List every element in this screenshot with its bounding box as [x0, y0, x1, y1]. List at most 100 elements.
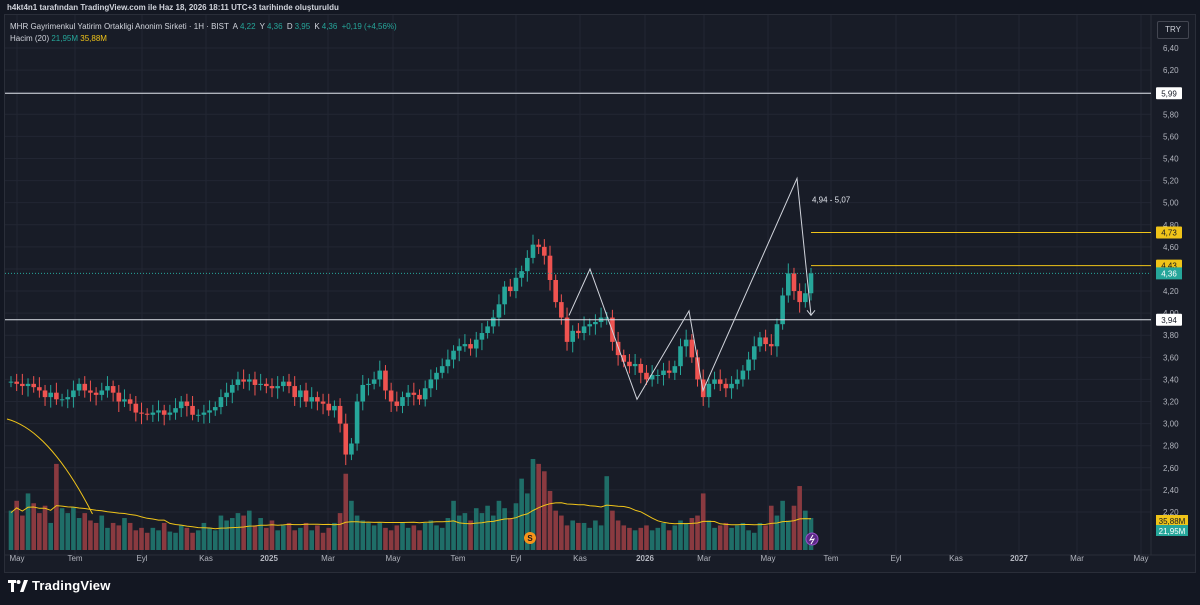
- candle-body: [201, 412, 207, 415]
- candle-body: [88, 390, 93, 393]
- candle-body: [615, 341, 621, 356]
- chart-panel[interactable]: 6,406,206,005,805,605,405,205,004,804,60…: [4, 14, 1196, 573]
- candle-body: [485, 326, 490, 334]
- price-tick-label: 2,80: [1163, 442, 1179, 451]
- candle-body: [8, 381, 14, 383]
- volume-bar: [490, 515, 496, 550]
- candle-body: [269, 386, 275, 389]
- volume-bar: [264, 527, 269, 550]
- candle-body: [246, 379, 252, 382]
- chart-svg[interactable]: 6,406,206,005,805,605,405,205,004,804,60…: [5, 15, 1195, 572]
- volume-bar: [394, 525, 400, 550]
- volume-bar: [315, 525, 320, 550]
- volume-bar: [610, 510, 615, 550]
- volume-bar: [723, 522, 729, 550]
- last-price-text: 4,36: [1161, 269, 1177, 278]
- volume-legend[interactable]: Hacim (20) 21,95M 35,88M: [10, 34, 107, 43]
- volume-bar: [632, 530, 638, 550]
- candle-body: [218, 397, 224, 408]
- volume-bar: [689, 518, 695, 550]
- candle-body: [82, 383, 88, 391]
- volume-bar: [139, 527, 144, 550]
- candle-body: [473, 339, 479, 349]
- candle-body: [31, 383, 36, 388]
- change-value: +0,19 (+4,56%): [341, 22, 397, 31]
- footer: [0, 573, 1200, 605]
- candle-body: [559, 302, 564, 318]
- candle-body: [689, 339, 695, 358]
- candle-body: [343, 423, 349, 455]
- time-tick-label: Mar: [697, 554, 711, 563]
- volume-bar: [434, 525, 439, 550]
- tradingview-logo[interactable]: TradingView: [8, 578, 111, 593]
- volume-bar: [303, 522, 309, 550]
- candle-body: [156, 410, 161, 413]
- volume-bar: [42, 505, 48, 550]
- volume-bar: [161, 522, 167, 550]
- volume-bar: [621, 525, 627, 550]
- dividend-marker-icon: [524, 532, 536, 544]
- candle-body: [105, 386, 110, 391]
- volume-bar: [31, 503, 36, 550]
- candle-body: [729, 383, 734, 389]
- candle-body: [99, 390, 105, 395]
- tradingview-logo-icon: [8, 579, 28, 592]
- symbol-title[interactable]: MHR Gayrimenkul Yatirim Ortakligi Anonim…: [10, 22, 229, 31]
- volume-bar: [354, 515, 360, 550]
- volume-bar: [638, 527, 644, 550]
- price-tick-label: 2,40: [1163, 486, 1179, 495]
- candle-body: [734, 379, 740, 384]
- range-annotation: 4,94 - 5,07: [812, 196, 851, 205]
- symbol-legend[interactable]: MHR Gayrimenkul Yatirim Ortakligi Anonim…: [10, 22, 399, 31]
- level-badge-text: 4,73: [1161, 228, 1177, 237]
- price-tick-label: 3,20: [1163, 398, 1179, 407]
- candle-body: [371, 379, 377, 384]
- volume-bar: [366, 522, 371, 550]
- candle-body: [490, 317, 496, 327]
- volume-bar: [349, 500, 354, 550]
- volume-bar: [150, 527, 156, 550]
- candle-body: [332, 405, 337, 411]
- volume-bar: [178, 525, 184, 550]
- candle-body: [808, 273, 814, 294]
- volume-bar: [757, 522, 763, 550]
- volume-ma-line: [10, 502, 812, 530]
- last-price-badge: [1156, 267, 1182, 280]
- time-tick-label: Tem: [450, 554, 465, 563]
- candle-body: [525, 257, 530, 272]
- candle-body: [150, 412, 156, 415]
- volume-bar: [712, 527, 717, 550]
- volume-bar: [786, 520, 791, 550]
- volume-bar: [292, 530, 297, 550]
- volume-bar: [456, 515, 462, 550]
- volume-bar: [377, 522, 383, 550]
- volume-bar: [734, 525, 740, 550]
- price-tick-label: 4,20: [1163, 287, 1179, 296]
- candle-body: [184, 401, 190, 406]
- volume-label[interactable]: Hacim (20): [10, 34, 50, 43]
- volume-bar: [298, 527, 303, 550]
- time-tick-label: Eyl: [510, 554, 521, 563]
- candle-body: [127, 399, 133, 404]
- price-tick-label: 4,80: [1163, 221, 1179, 230]
- candle-body: [768, 344, 774, 347]
- candle-body: [496, 304, 502, 318]
- candle-body: [422, 388, 428, 400]
- price-tick-label: 2,60: [1163, 464, 1179, 473]
- volume-bar: [14, 500, 19, 550]
- candle-body: [400, 397, 405, 406]
- currency-button[interactable]: TRY: [1157, 21, 1189, 39]
- time-tick-label: 2025: [260, 554, 278, 563]
- candle-body: [740, 370, 746, 380]
- time-tick-label: May: [760, 554, 775, 563]
- level-badge: [1156, 226, 1182, 239]
- level-badge-text: 5,99: [1161, 89, 1177, 98]
- candle-body: [757, 337, 763, 347]
- volume-bar: [54, 463, 59, 550]
- volume-bar: [360, 520, 366, 550]
- candle-body: [110, 386, 116, 393]
- candle-body: [672, 366, 678, 373]
- volume-bar: [258, 518, 263, 550]
- price-tick-label: 3,60: [1163, 353, 1179, 362]
- volume-bar: [655, 527, 661, 550]
